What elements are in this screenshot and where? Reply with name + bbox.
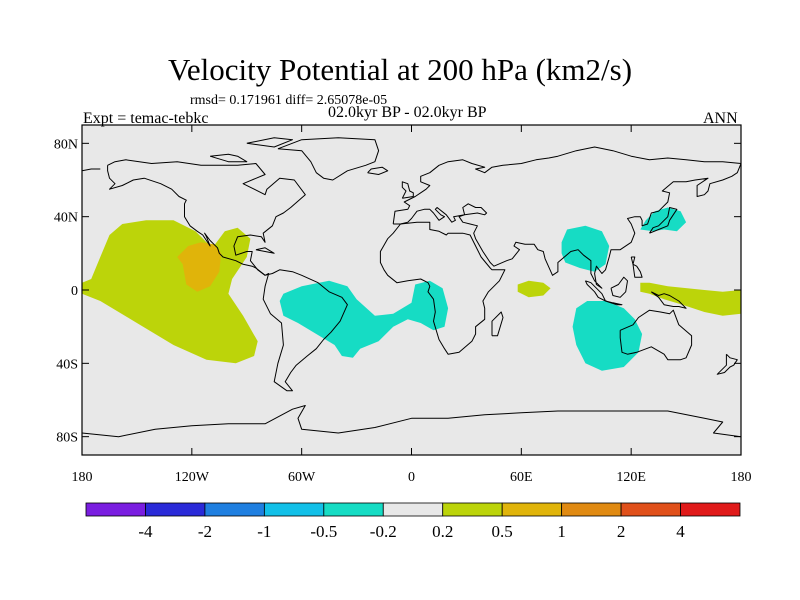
colorbar-swatch — [620, 502, 681, 517]
coastlines — [82, 137, 741, 438]
colorbar-label: -0.5 — [310, 522, 337, 541]
coastline-18 — [255, 247, 275, 254]
y-tick-label: 80S — [56, 431, 78, 446]
stats-line: rmsd= 0.171961 diff= 2.65078e-05 — [190, 93, 388, 108]
colorbar-label: 0.2 — [432, 522, 453, 541]
x-tick-label: 60W — [288, 470, 316, 485]
coastline-1 — [107, 165, 266, 276]
y-tick-label: 40S — [56, 357, 78, 372]
colorbar-label: -2 — [198, 522, 212, 541]
x-tick-label: 180 — [72, 470, 93, 485]
region-indian-ocean-positive — [517, 280, 551, 298]
y-tick-label: 0 — [71, 284, 78, 299]
coastline-12 — [649, 207, 678, 234]
coastline-0 — [107, 159, 348, 392]
coastline-19 — [209, 153, 248, 163]
region-south-america-africa-negative — [279, 280, 449, 358]
colorbar-label: 2 — [617, 522, 626, 541]
coastline-14 — [605, 300, 623, 306]
region-west-pacific-positive — [640, 282, 741, 316]
region-east-pacific-positive-core — [177, 242, 222, 292]
colorbar-label: 1 — [557, 522, 566, 541]
season-label: ANN — [703, 110, 738, 127]
experiment-label: Expt = temac-tebkc — [83, 110, 209, 127]
period-label: 02.0kyr BP - 02.0kyr BP — [328, 104, 487, 121]
coastline-11 — [367, 166, 389, 175]
colorbar-swatch — [382, 502, 444, 517]
colorbar-swatch — [204, 502, 265, 517]
x-tick-label: 120W — [175, 470, 210, 485]
map-panel: 180 120W 60W 0 60E 120E 180 80N 40N 0 40S 80S — [54, 124, 752, 485]
coastline-6 — [379, 221, 506, 355]
colorbar-swatch — [501, 502, 563, 517]
colorbar-label: -1 — [257, 522, 271, 541]
x-tick-label: 0 — [408, 470, 415, 485]
coastline-8 — [619, 309, 693, 361]
colorbar: -4 -2 -1 -0.5 -0.2 0.2 0.5 1 2 4 — [85, 502, 741, 541]
region-south-asia-negative — [561, 225, 610, 272]
x-tick-label: 60E — [510, 470, 533, 485]
coastline-7 — [491, 311, 504, 337]
coastline-21 — [82, 405, 741, 438]
colorbar-swatch — [323, 502, 384, 517]
colorbar-swatch — [680, 502, 741, 517]
chart-title: Velocity Potential at 200 hPa (km2/s) — [167, 52, 633, 87]
coastline-17 — [630, 256, 643, 278]
colorbar-label: 4 — [676, 522, 685, 541]
colorbar-swatch — [263, 502, 325, 517]
coastline-9 — [716, 353, 738, 375]
coastline-15 — [610, 276, 628, 298]
coastline-16 — [650, 291, 687, 309]
y-tick-label: 80N — [54, 137, 78, 152]
x-tick-label: 180 — [731, 470, 752, 485]
coastline-5 — [393, 163, 741, 289]
colorbar-label: -4 — [138, 522, 153, 541]
colorbar-swatch — [561, 502, 622, 517]
colorbar-swatch — [145, 502, 206, 517]
coastline-10 — [401, 181, 414, 199]
x-tick-label: 120E — [616, 470, 646, 485]
coastline-2 — [277, 137, 380, 181]
colorbar-swatch — [442, 502, 503, 517]
colorbar-swatch — [85, 502, 146, 517]
colorbar-label: 0.5 — [492, 522, 513, 541]
coastline-4 — [82, 168, 101, 172]
y-tick-label: 40N — [54, 211, 78, 226]
coastline-20 — [246, 137, 293, 148]
colorbar-label: -0.2 — [370, 522, 397, 541]
coastline-3 — [392, 146, 741, 225]
